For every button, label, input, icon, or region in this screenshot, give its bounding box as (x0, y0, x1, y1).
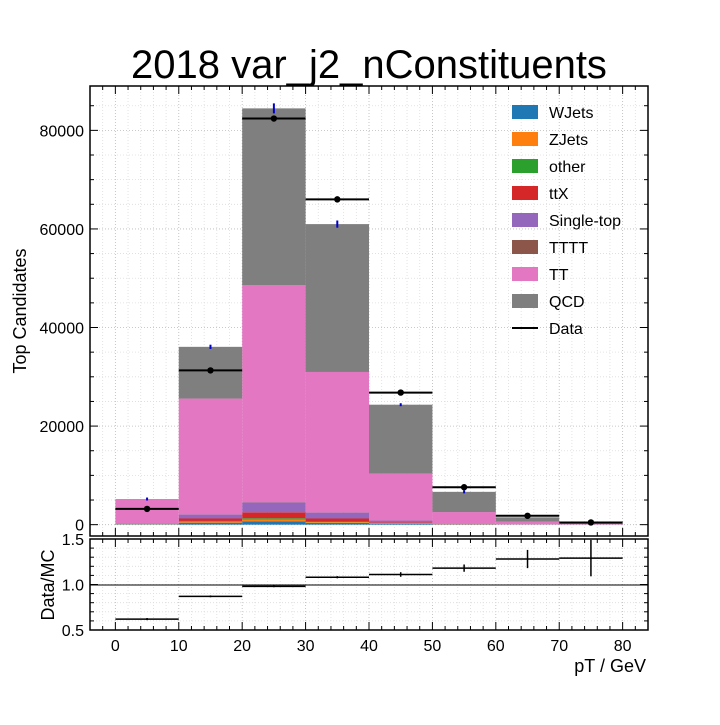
bar-tt (496, 522, 559, 524)
legend-label: ZJets (549, 132, 588, 149)
bar-ttx (306, 519, 369, 522)
legend-label: Single-top (549, 213, 621, 230)
data-point (398, 389, 404, 395)
bar-wjets (306, 523, 369, 525)
legend: WJetsZJetsotherttXSingle-topTTTTTTQCDDat… (512, 105, 621, 338)
bar-other (179, 521, 242, 522)
legend-label: QCD (549, 294, 585, 311)
x-tick-label: 50 (424, 638, 442, 655)
y-tick-label: 80000 (40, 123, 85, 140)
legend-label: TTTT (549, 240, 588, 257)
x-tick-label: 60 (487, 638, 505, 655)
bar-tt (432, 512, 495, 523)
data-point (207, 367, 213, 373)
legend-swatch (512, 159, 538, 173)
x-tick-labels: 0 10 20 30 40 50 60 70 80 (111, 638, 632, 655)
bar-single-top (242, 502, 305, 512)
x-tick-label: 20 (233, 638, 251, 655)
x-tick-label: 80 (614, 638, 632, 655)
legend-label: TT (549, 267, 569, 284)
ratio-tick-label: 1.5 (62, 532, 84, 549)
bar-other (306, 521, 369, 522)
bar-wjets (369, 524, 432, 525)
bar-single-top (179, 515, 242, 519)
bar-zjets (306, 522, 369, 523)
bar-single-top (369, 521, 432, 523)
legend-swatch (512, 186, 538, 200)
y-tick-label: 40000 (40, 321, 85, 338)
x-tick-label: 30 (297, 638, 315, 655)
bar-tt (179, 399, 242, 515)
bar-tt (306, 372, 369, 512)
bar-wjets (179, 523, 242, 525)
y-axis-label: Top Candidates (10, 248, 30, 373)
bar-tt (242, 285, 305, 502)
legend-swatch (512, 213, 538, 227)
bar-ttx (242, 512, 305, 518)
bar-zjets (242, 520, 305, 521)
bar-zjets (179, 522, 242, 523)
bar-tt (369, 474, 432, 521)
ratio-panel: 0.5 1.0 1.5 0 10 20 30 40 50 60 70 80 Data/MC pT /… (38, 532, 648, 676)
legend-label: other (549, 159, 586, 176)
ratio-tick-label: 1.0 (62, 578, 84, 595)
data-point (334, 196, 340, 202)
bar-other (242, 518, 305, 519)
ratio-tick-label: 0.5 (62, 623, 84, 640)
data-point (144, 506, 150, 512)
chart-title: 2018 var_j2_nConstituents (131, 43, 607, 87)
legend-label: WJets (549, 105, 593, 122)
ratio-tick-labels: 0.5 1.0 1.5 (62, 532, 84, 640)
bar-single-top (306, 513, 369, 519)
bar-qcd (242, 108, 305, 285)
legend-label: ttX (549, 186, 569, 203)
x-tick-label: 0 (111, 638, 120, 655)
legend-label: Data (549, 321, 583, 338)
bar-qcd (432, 492, 495, 512)
bar-wjets (242, 521, 305, 524)
ratio-axis-label: Data/MC (38, 549, 58, 620)
y-tick-label: 60000 (40, 222, 85, 239)
x-axis-label: pT / GeV (574, 656, 646, 676)
data-point (588, 519, 594, 525)
legend-swatch (512, 240, 538, 254)
bar-ttx (369, 522, 432, 523)
x-tick-label: 40 (360, 638, 378, 655)
legend-swatch (512, 105, 538, 119)
bar-ttx (179, 519, 242, 521)
bar-qcd (306, 224, 369, 372)
bar-qcd (369, 405, 432, 474)
data-point (461, 484, 467, 490)
data-point (271, 115, 277, 121)
x-tick-label: 10 (170, 638, 188, 655)
x-tick-label: 70 (550, 638, 568, 655)
y-tick-label: 20000 (40, 419, 85, 436)
legend-swatch (512, 132, 538, 146)
legend-swatch (512, 267, 538, 281)
legend-swatch (512, 294, 538, 308)
data-point (524, 513, 530, 519)
